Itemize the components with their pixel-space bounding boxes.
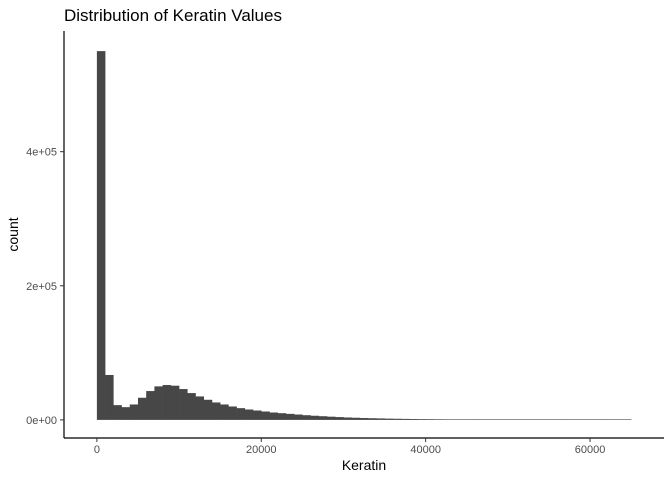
histogram-bar — [96, 51, 106, 420]
histogram-bar — [146, 391, 155, 420]
y-tick-label: 0e+00 — [26, 415, 57, 427]
x-tick-label: 40000 — [410, 444, 441, 456]
histogram-bar — [417, 419, 426, 420]
histogram-bar — [524, 419, 533, 420]
histogram-bar — [442, 419, 451, 420]
y-tick-label: 2e+05 — [26, 281, 57, 293]
histogram-bar — [581, 419, 591, 420]
histogram-bar — [548, 419, 558, 420]
histogram-bar — [491, 419, 500, 420]
y-axis-title: count — [5, 217, 21, 251]
histogram-bar — [327, 416, 336, 420]
histogram-bar — [187, 393, 196, 420]
histogram-bar — [105, 374, 114, 420]
histogram-bar — [195, 396, 205, 420]
histogram-bar — [540, 419, 550, 420]
y-tick-label: 4e+05 — [26, 147, 57, 159]
histogram-bar — [269, 412, 278, 420]
histogram-bar — [590, 419, 599, 420]
histogram-bar — [433, 419, 443, 420]
histogram-bar — [244, 409, 254, 420]
histogram-bar — [458, 419, 468, 420]
x-tick-label: 20000 — [246, 444, 277, 456]
histogram-bar — [179, 389, 188, 420]
histogram-bar — [466, 419, 476, 420]
histogram-bar — [507, 419, 517, 420]
histogram-bar — [598, 419, 607, 420]
histogram-bar — [137, 397, 147, 420]
histogram-bar — [351, 417, 361, 420]
histogram-bar — [228, 406, 237, 420]
histogram-bar — [384, 418, 394, 420]
histogram-bar — [302, 415, 311, 420]
histogram-bar — [261, 411, 270, 420]
histogram-bar — [318, 416, 328, 420]
histogram-bar — [343, 417, 352, 420]
histogram-bar — [532, 419, 542, 420]
histogram-bar — [565, 419, 574, 420]
x-tick-label: 0 — [94, 444, 100, 456]
histogram-bar — [425, 419, 435, 420]
histogram-bar — [285, 413, 295, 420]
histogram-bar — [392, 418, 402, 420]
histogram-bar — [129, 404, 139, 420]
histogram-bar — [368, 418, 377, 420]
histogram-bar — [614, 419, 624, 420]
histogram-bar — [211, 402, 221, 420]
histogram-bar — [359, 418, 369, 420]
histogram-bar — [516, 419, 525, 420]
histogram-bar — [162, 385, 172, 420]
histogram-bar — [450, 419, 459, 420]
histogram-bar — [294, 414, 303, 420]
histogram-bar — [483, 419, 492, 420]
histogram-bar — [203, 399, 213, 420]
histogram-bar — [253, 410, 262, 420]
x-tick-label: 60000 — [575, 444, 606, 456]
y-ticks-group: 0e+00 2e+05 4e+05 — [26, 147, 64, 427]
histogram-bar — [154, 386, 163, 420]
histogram-bar — [376, 418, 385, 420]
histogram-bar — [400, 418, 410, 420]
histogram-bar — [170, 385, 180, 420]
histogram-bar — [236, 408, 246, 420]
histogram-bar — [409, 418, 418, 420]
x-ticks-group: 0 20000 40000 60000 — [94, 438, 606, 456]
chart-title: Distribution of Keratin Values — [64, 6, 282, 25]
histogram-bar — [113, 405, 122, 420]
histogram-bar — [557, 419, 566, 420]
histogram-bar — [121, 407, 131, 420]
histogram-bar — [622, 419, 632, 420]
x-axis-title: Keratin — [342, 457, 386, 473]
histogram-bar — [310, 415, 320, 420]
histogram-bar — [573, 419, 583, 420]
histogram-bar — [499, 419, 509, 420]
histogram-bar — [335, 417, 344, 420]
histogram-bar — [606, 419, 615, 420]
bars-group — [96, 51, 632, 420]
histogram-bar — [474, 419, 484, 420]
histogram-bar — [220, 404, 229, 420]
histogram-bar — [277, 413, 287, 420]
